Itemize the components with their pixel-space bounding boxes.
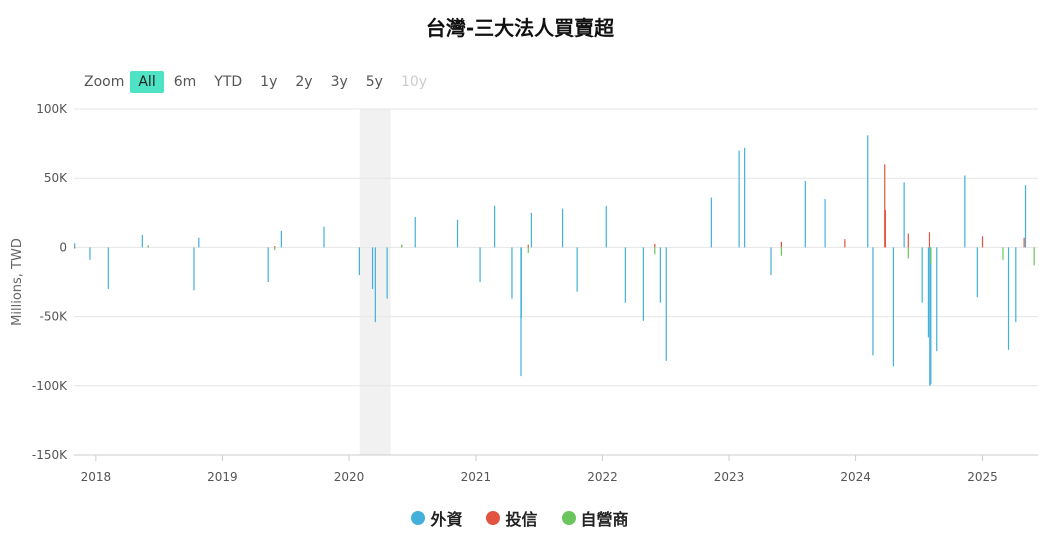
legend-dot-icon (561, 511, 576, 525)
y-axis-label: Millions, TWD (10, 238, 25, 326)
zoom-3y-button[interactable]: 3y (330, 74, 348, 90)
x-tick-label: 2019 (207, 470, 238, 484)
zoom-label: Zoom (84, 74, 125, 90)
x-tick-label: 2018 (81, 470, 112, 484)
y-tick-label: 50K (44, 171, 68, 185)
legend-dot-icon (486, 511, 501, 525)
x-tick-label: 2024 (840, 470, 871, 484)
zoom-2y-button[interactable]: 2y (295, 74, 313, 90)
x-tick-label: 2025 (967, 470, 998, 484)
x-tick-label: 2023 (714, 470, 745, 484)
legend-label: 外資 (430, 510, 463, 529)
x-axis: 2018 2019 2020 2021 2022 2023 2024 2025 (81, 455, 998, 484)
x-tick-label: 2021 (461, 470, 492, 484)
y-tick-label: -50K (40, 310, 69, 324)
y-tick-label: 100K (36, 102, 68, 116)
legend-item-foreign[interactable]: 外資 (411, 506, 462, 530)
legend-dot-icon (411, 511, 426, 525)
legend-label: 投信 (505, 510, 538, 529)
grid-lines (74, 108, 1038, 456)
zoom-10y-button: 10y (400, 74, 428, 90)
x-tick-label: 2020 (334, 470, 365, 484)
legend-item-trust[interactable]: 投信 (486, 506, 538, 530)
series-0[interactable] (74, 135, 1027, 386)
x-tick-label: 2022 (587, 470, 618, 484)
chart-title: 台灣-三大法人買賣超 (425, 16, 615, 40)
series-bars[interactable] (74, 135, 1035, 386)
legend: 外資 投信 自營商 (0, 506, 1040, 530)
zoom-6m-button[interactable]: 6m (173, 74, 197, 90)
y-axis: 100K 50K 0 -50K -100K -150K (32, 102, 68, 462)
zoom-ytd-button[interactable]: YTD (214, 74, 243, 90)
series-2[interactable] (74, 244, 1035, 266)
series-1[interactable] (74, 164, 1025, 248)
zoom-1y-button[interactable]: 1y (260, 74, 278, 90)
y-tick-label: 0 (59, 240, 67, 254)
y-tick-label: -100K (32, 379, 68, 393)
zoom-bar: Zoom All 6m YTD 1y 2y 3y 5y 10y (84, 70, 437, 94)
legend-item-dealer[interactable]: 自營商 (561, 506, 629, 530)
y-tick-label: -150K (32, 448, 68, 462)
legend-label: 自營商 (580, 510, 629, 529)
zoom-5y-button[interactable]: 5y (365, 74, 383, 90)
zoom-all-button[interactable]: All (130, 71, 164, 93)
